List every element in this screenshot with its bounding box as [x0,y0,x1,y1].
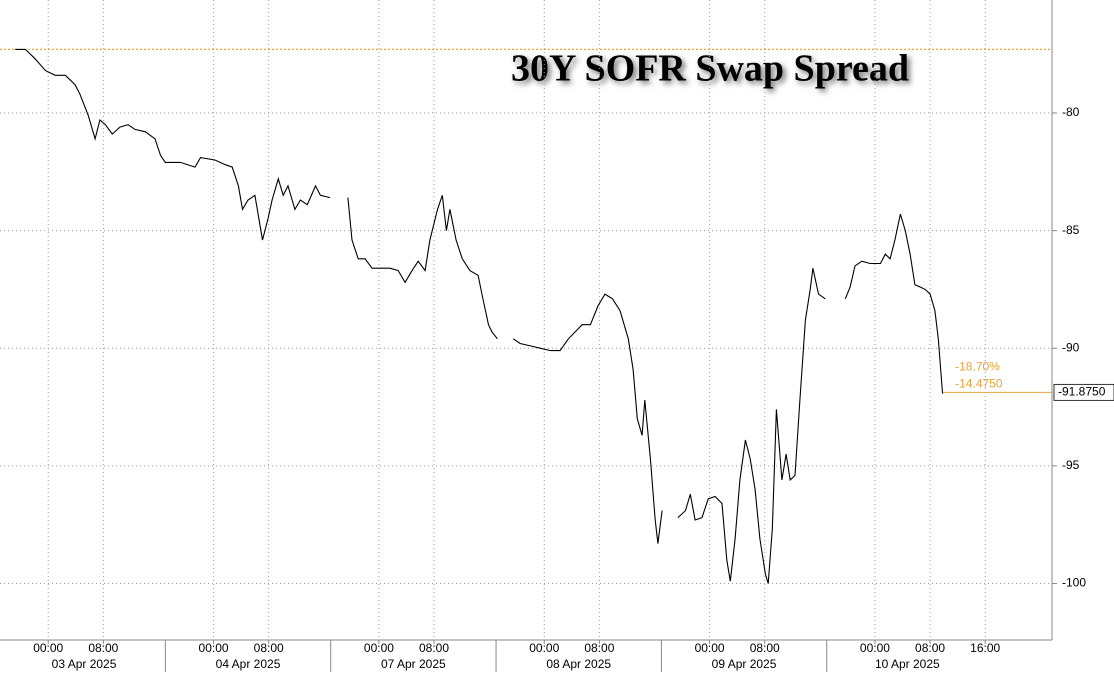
date-label: 04 Apr 2025 [216,657,281,671]
date-label: 09 Apr 2025 [712,657,777,671]
x-tick-label: 00:00 [860,641,890,655]
x-tick-label: 00:00 [695,641,725,655]
y-tick-label: -95 [1062,458,1080,472]
x-tick-label: 00:00 [364,641,394,655]
y-tick-label: -85 [1062,223,1080,237]
date-label: 03 Apr 2025 [52,657,117,671]
data-line [15,48,944,584]
annotation: -14.4750 [955,377,1003,391]
x-tick-label: 00:00 [33,641,63,655]
x-tick-label: 16:00 [970,641,1000,655]
date-label: 10 Apr 2025 [875,657,940,671]
x-tick-label: 08:00 [915,641,945,655]
x-tick-label: 00:00 [199,641,229,655]
x-tick-label: 00:00 [529,641,559,655]
x-tick-label: 08:00 [584,641,614,655]
x-tick-label: 08:00 [254,641,284,655]
date-label: 08 Apr 2025 [546,657,611,671]
x-tick-label: 08:00 [88,641,118,655]
date-label: 07 Apr 2025 [381,657,446,671]
y-tick-label: -80 [1062,105,1080,119]
x-tick-label: 08:00 [419,641,449,655]
y-tick-label: -90 [1062,340,1080,354]
annotation: -18.70% [955,360,1000,374]
x-tick-label: 08:00 [750,641,780,655]
y-tick-label: -100 [1062,576,1086,590]
last-value-label: -91.8750 [1058,385,1106,399]
last-value-tag [1053,383,1114,401]
